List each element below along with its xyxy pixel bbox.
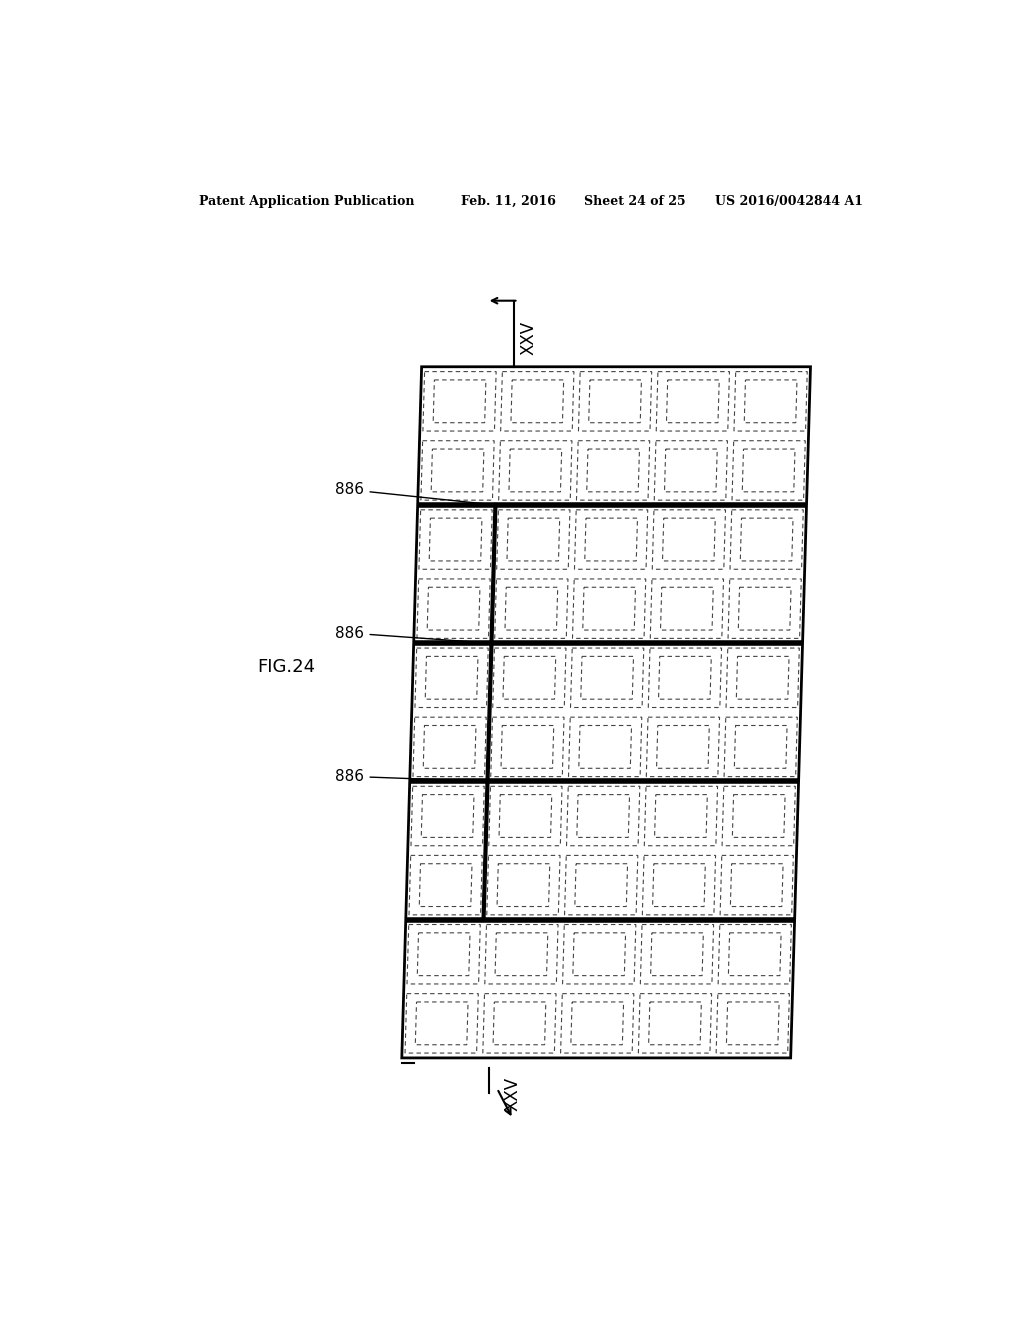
Text: 886: 886 (336, 482, 493, 504)
Text: Sheet 24 of 25: Sheet 24 of 25 (585, 195, 686, 209)
Text: XXV: XXV (520, 321, 538, 355)
Text: Feb. 11, 2016: Feb. 11, 2016 (461, 195, 556, 209)
Text: US 2016/0042844 A1: US 2016/0042844 A1 (715, 195, 863, 209)
Text: 886: 886 (336, 626, 488, 643)
Text: 886: 886 (336, 768, 484, 784)
Text: FIG.24: FIG.24 (258, 657, 315, 676)
Text: XXV: XXV (504, 1076, 522, 1110)
Text: Patent Application Publication: Patent Application Publication (200, 195, 415, 209)
